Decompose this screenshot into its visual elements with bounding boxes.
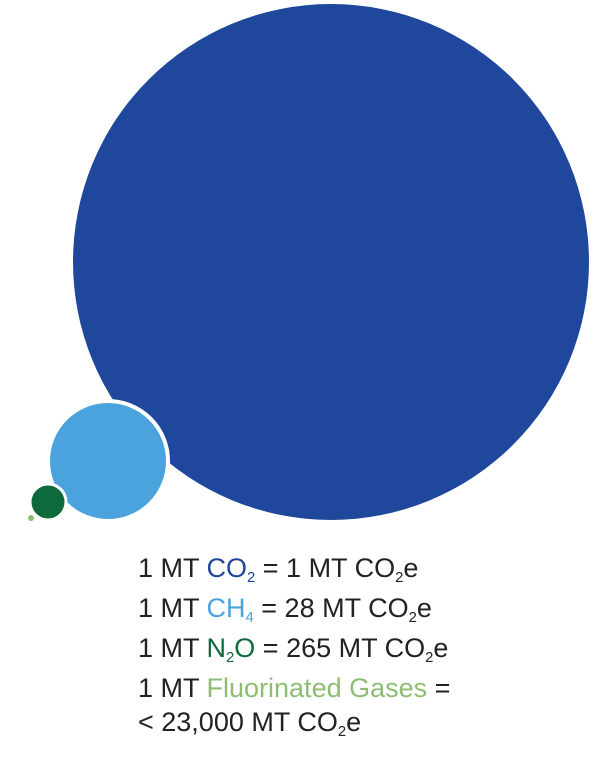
- n2o-rhs: = 265 MT CO: [255, 633, 426, 663]
- co2-label-sub: 2: [247, 570, 256, 587]
- ch4-equivalence: 1 MT CH4 = 28 MT CO2e: [138, 588, 578, 628]
- n2o-label: N2O: [206, 633, 256, 667]
- n2o-rhs-tail: e: [433, 633, 449, 663]
- ch4-label-main: CH: [206, 593, 246, 623]
- gas-circles-diagram: [26, 4, 589, 523]
- equivalence-list: 1 MT CO2 = 1 MT CO2e 1 MT CH4 = 28 MT CO…: [138, 548, 578, 742]
- ch4-label-sub: 4: [245, 610, 254, 627]
- fluorinated-equivalence-line2: < 23,000 MT CO2e: [138, 702, 578, 742]
- co2-equivalence: 1 MT CO2 = 1 MT CO2e: [138, 548, 578, 588]
- co2-label: CO2: [206, 553, 256, 587]
- fluorinated-line2-sub: 2: [337, 724, 347, 741]
- co2-rhs: = 1 MT CO: [255, 553, 396, 583]
- n2o-label-sub: 2: [226, 650, 235, 667]
- co2-rhs-tail: e: [403, 553, 419, 583]
- co2-rhs-sub: 2: [395, 570, 404, 587]
- n2o-label-main: N: [206, 633, 227, 663]
- ch4-label: CH4: [206, 593, 254, 627]
- n2o-label-tail: O: [234, 633, 256, 663]
- co2-circle: [73, 4, 589, 520]
- n2o-circle: [28, 482, 68, 522]
- fluorinated-prefix: 1 MT: [138, 673, 207, 703]
- n2o-prefix: 1 MT: [138, 633, 207, 663]
- fluorinated-rhs: =: [427, 673, 451, 703]
- fluorinated-gases-circle: [26, 513, 36, 523]
- fluorinated-equivalence: 1 MT Fluorinated Gases =: [138, 668, 578, 708]
- ch4-circle: [46, 399, 170, 523]
- n2o-equivalence: 1 MT N2O = 265 MT CO2e: [138, 628, 578, 668]
- fluorinated-line2-tail: e: [346, 707, 362, 737]
- n2o-rhs-sub: 2: [425, 650, 434, 667]
- co2-prefix: 1 MT: [138, 553, 207, 583]
- ch4-rhs: = 28 MT CO: [253, 593, 409, 623]
- fluorinated-line2: < 23,000 MT CO: [138, 707, 338, 737]
- fluorinated-label: Fluorinated Gases: [206, 673, 428, 703]
- co2-label-main: CO: [206, 553, 248, 583]
- ch4-rhs-tail: e: [416, 593, 432, 623]
- ch4-rhs-sub: 2: [408, 610, 417, 627]
- ch4-prefix: 1 MT: [138, 593, 207, 623]
